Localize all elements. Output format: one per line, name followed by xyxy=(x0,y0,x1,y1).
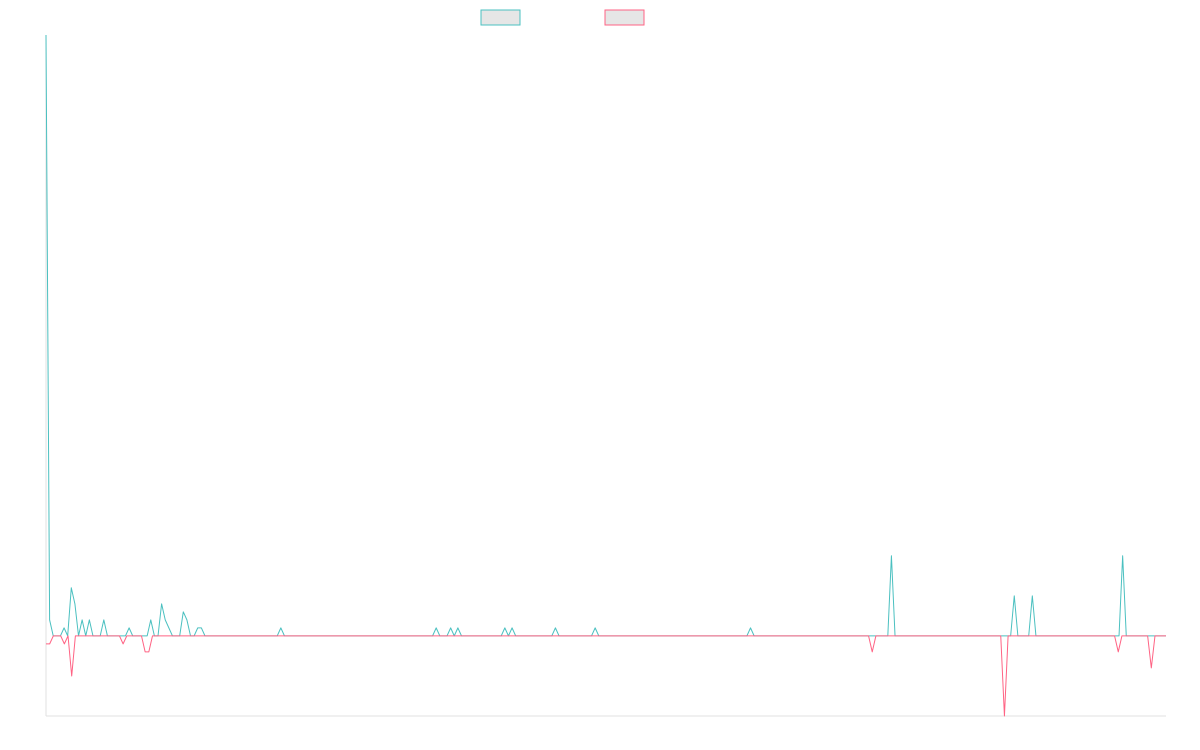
legend xyxy=(480,9,645,26)
plot-area xyxy=(45,34,1166,717)
series-line-2 xyxy=(46,635,1166,717)
legend-swatch-series-2[interactable] xyxy=(604,9,645,26)
axes xyxy=(45,35,1166,717)
legend-swatch-series-1[interactable] xyxy=(480,9,521,26)
series-line-1 xyxy=(45,34,1166,637)
